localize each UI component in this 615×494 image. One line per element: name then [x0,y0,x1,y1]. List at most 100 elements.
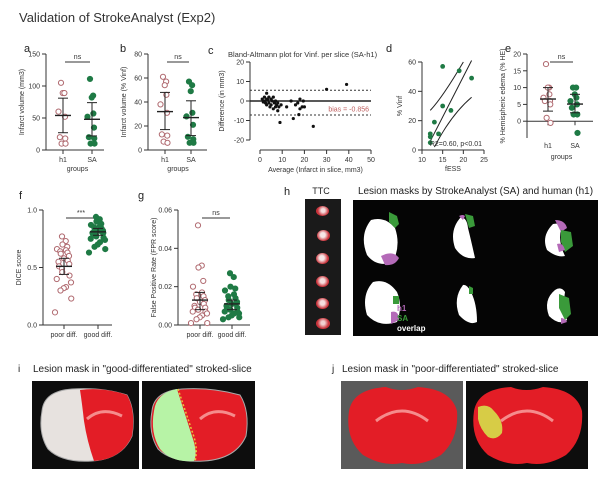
panel-e-y-label: % Hemispheric edema (% HE) [500,49,507,144]
panel-label-b: b [120,43,127,55]
panel-f-point-gooddiff [85,249,93,256]
legend-sa: SA [397,314,409,323]
panel-e-y-tick-label: 5 [517,102,521,109]
panel-e-point-h1 [543,114,550,121]
panel-c-point [278,120,282,125]
ttc-label: TTC [312,186,330,196]
panel-c-x-tick-label: 0 [258,157,262,164]
legend-h1: h1 [397,304,407,313]
panel-f-point-poordiff [57,250,64,257]
mask-slice-2 [453,214,475,259]
panel-d-point [448,108,454,113]
panel-e-y-tick-label: 10 [513,85,521,92]
panel-a-x-label: groups [67,166,89,173]
ttc-slice-2 [317,230,330,241]
panel-b-y-tick-label: 0 [138,148,142,155]
panel-f-point-poordiff [53,275,60,283]
panel-g-point-gooddiff [219,316,227,323]
panel-c-x-tick-label: 30 [323,157,331,164]
panel-c-point [277,105,281,109]
panel-f-point-poordiff [59,241,66,248]
panel-f-point-poordiff [51,309,59,316]
panel-h-title: Lesion masks by StrokeAnalyst (SA) and h… [357,186,594,197]
ttc-slice-3 [316,253,329,264]
panel-a-point-h1 [62,135,69,142]
panel-c-point [265,103,269,107]
panel-a-point-SA [84,113,91,120]
mask-slice-5 [456,284,477,324]
panel-a-point-SA [86,75,94,83]
panel-d-point [436,131,441,137]
mask-slice-1 [363,212,399,266]
panel-e-x-label: groups [551,154,573,161]
panel-a-x-tick-label: SA [87,157,97,164]
panel-d-ci-lower [433,96,472,148]
panel-a-point-h1 [61,89,68,97]
panel-d-x-tick-label: 15 [439,157,447,164]
panel-c-y-label: Difference (in mm3) [219,70,226,131]
panel-g-point-poordiff [194,222,202,229]
panel-c-point [325,87,329,91]
panel-c-point [289,99,293,103]
panel-b-point-h1 [164,139,171,146]
panel-b-x-label: groups [167,166,189,173]
panel-e-x-tick-label: SA [570,143,580,150]
panel-d-x-tick-label: 10 [418,157,426,164]
panel-g-point-poordiff [203,310,211,317]
panel-c-x-label: Average (Infarct in slice, mm3) [268,167,363,174]
panel-a-y-tick-label: 50 [32,116,40,123]
panel-e-point-SA [567,97,574,105]
panel-c-point [302,105,306,109]
panel-b-y-label: Infarct volume (% Vinf) [121,67,128,138]
panel-b-point-h1 [164,132,171,139]
panel-f-x-tick-label: good diff. [84,332,113,339]
panel-d-annotation: R2=0.60, p<0.01 [430,141,482,148]
panel-g-point-poordiff [200,277,207,285]
panel-d-x-tick-label: 25 [480,157,488,164]
panel-b-point-SA [187,88,194,95]
panel-f-sig-label: *** [77,210,85,217]
panel-c-point [265,91,269,95]
panel-c-y-tick-label: -20 [234,138,244,145]
lesion-masks-drawing [363,212,573,324]
panel-g-point-poordiff [204,319,211,327]
panel-a-y-tick-label: 0 [36,148,40,155]
panel-c-x-tick-label: 20 [301,157,309,164]
panel-c-y-tick-label: 10 [236,79,244,86]
panel-d-y-tick-label: 0 [412,148,416,155]
panel-g-y-tick-label: 0.04 [158,246,172,253]
panel-c-point [260,97,264,101]
panel-e-point-SA [574,129,581,137]
panel-f-point-poordiff [58,233,66,240]
panel-b-x-tick-label: h1 [161,157,169,164]
panel-g-point-gooddiff [226,270,234,277]
panel-c-point [297,113,301,117]
panel-b-sig-label: ns [174,54,182,61]
panel-f-point-gooddiff [101,236,109,243]
panel-e-point-SA [568,104,575,111]
panel-f-y-tick-label: 1.0 [27,208,37,215]
panel-c-point [293,103,298,107]
panel-d-point [432,119,437,125]
panel-g-point-gooddiff [221,308,228,315]
panel-d-x-label: fESS [445,166,461,173]
panel-e-y-tick-label: 15 [513,68,521,75]
panel-d-ci-upper [429,61,464,111]
panel-c-point [270,99,274,103]
panel-e-x-tick-label: h1 [544,143,552,150]
panel-c-point [276,109,280,113]
panel-a-point-SA [85,134,92,141]
panel-label-e: e [505,43,512,55]
panel-label-f: f [19,190,23,202]
panel-c-point [276,101,280,105]
panel-c-y-tick-label: 20 [236,60,244,67]
panel-c-point [269,103,273,107]
panel-a-point-SA [90,124,98,131]
panel-j-title: Lesion mask in "poor-differentiated" str… [342,364,559,375]
panel-f-point-gooddiff [102,246,109,253]
panel-d-y-tick-label: 60 [408,60,416,67]
panel-c-point [311,124,315,128]
panel-g-point-gooddiff [221,287,229,294]
panel-f-point-poordiff [57,287,64,294]
panel-b-y-tick-label: 80 [134,52,142,59]
